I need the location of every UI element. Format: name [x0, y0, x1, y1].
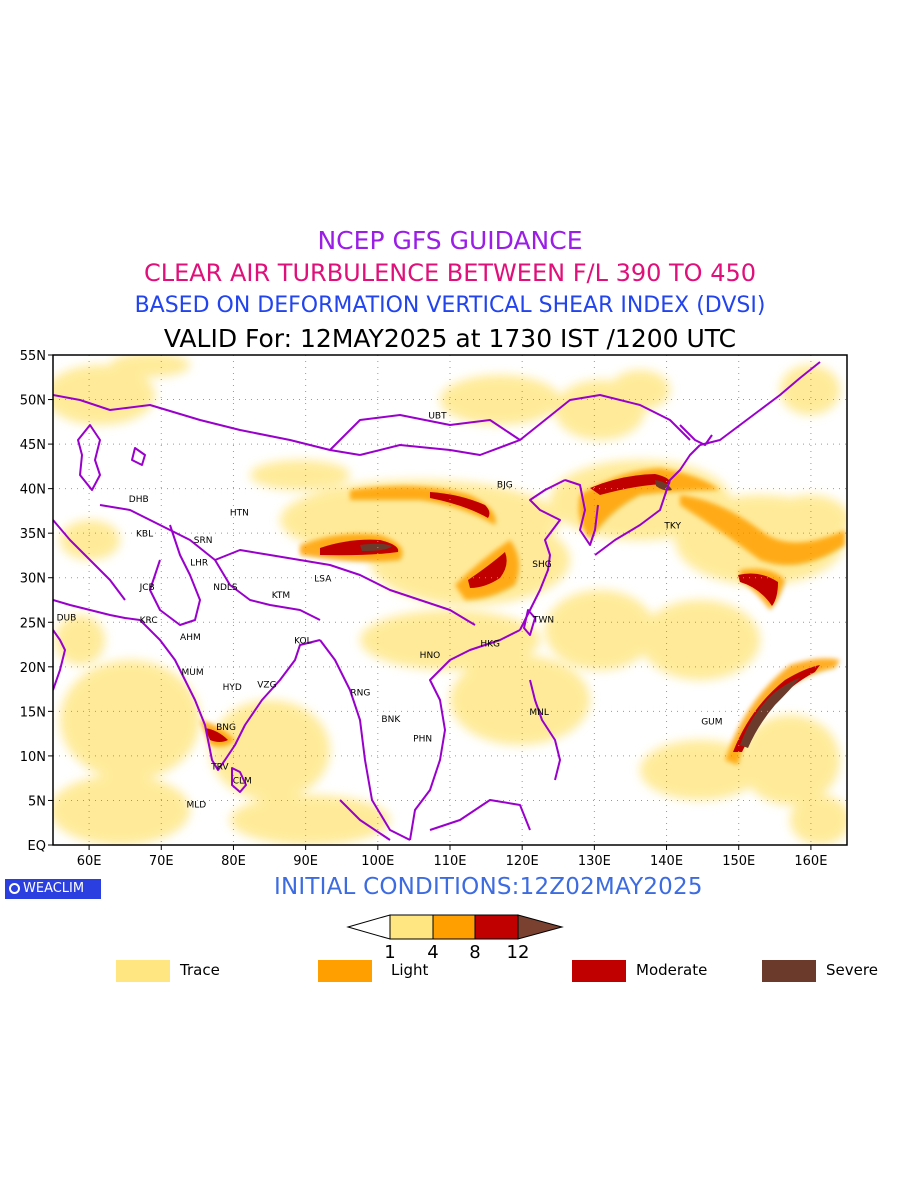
station-label-srn: SRN — [194, 536, 213, 546]
lon-tick-label: 140E — [650, 854, 683, 869]
colorbar-high-arrow — [517, 914, 564, 940]
turbulence-field — [53, 355, 847, 845]
lat-tick-label: 20N — [20, 661, 46, 676]
lon-tick-label: 90E — [293, 854, 318, 869]
station-label-gum: GUM — [701, 718, 722, 728]
colorbar: 1 4 8 12 — [346, 914, 564, 963]
coastlines-and-borders — [53, 361, 821, 841]
legend-swatch — [762, 960, 816, 982]
station-label-ahm: AHM — [180, 633, 201, 643]
station-label-hyd: HYD — [223, 683, 242, 693]
station-label-ktm: KTM — [272, 591, 290, 601]
lat-tick-label: 25N — [20, 616, 46, 631]
axes: 60E 70E 80E 90E 100E 110E 120E 130E 140E 150E 160E… — [20, 349, 828, 869]
lat-tick-label: 30N — [20, 572, 46, 587]
lon-tick-label: 100E — [361, 854, 394, 869]
trace-areas — [53, 355, 847, 845]
station-label-shg: SHG — [532, 560, 551, 570]
colorbar-level-label: 8 — [469, 942, 480, 963]
lon-tick-label: 120E — [506, 854, 539, 869]
station-label-kbl: KBL — [136, 530, 153, 540]
station-label-mum: MUM — [181, 668, 203, 678]
lat-tick-label: 50N — [20, 394, 46, 409]
colorbar-level-label: 1 — [384, 942, 395, 963]
lon-tick-label: 70E — [149, 854, 174, 869]
legend-swatch — [116, 960, 170, 982]
station-label-bng: BNG — [216, 723, 236, 733]
station-label-tky: TKY — [663, 522, 681, 532]
station-label-ndls: NDLS — [213, 583, 238, 593]
colorbar-level-label: 4 — [427, 942, 438, 963]
weaclim-logo: WEACLIM — [5, 879, 101, 899]
station-label-rng: RNG — [350, 688, 370, 698]
legend-label: Moderate — [636, 961, 708, 979]
station-label-trv: TRV — [210, 762, 229, 772]
lat-tick-label: 45N — [20, 438, 46, 453]
colorbar-bin-3 — [474, 914, 519, 940]
title-model: NCEP GFS GUIDANCE — [317, 226, 583, 255]
lat-tick-label: 10N — [20, 750, 46, 765]
lat-tick-label: 5N — [28, 794, 46, 809]
station-label-mnl: MNL — [529, 708, 549, 718]
station-label-bjg: BJG — [497, 481, 513, 491]
logo-ring-icon — [9, 883, 20, 894]
lon-tick-label: 60E — [77, 854, 102, 869]
lon-tick-label: 150E — [722, 854, 755, 869]
logo-text: WEACLIM — [23, 881, 85, 896]
station-label-hkg: HKG — [480, 639, 500, 649]
title-valid-time: VALID For: 12MAY2025 at 1730 IST /1200 U… — [163, 324, 737, 353]
station-label-hno: HNO — [420, 651, 441, 661]
station-label-vzg: VZG — [257, 680, 276, 690]
station-label-clm: CLM — [233, 777, 252, 787]
colorbar-bin-1 — [389, 914, 434, 940]
legend-label: Light — [391, 961, 429, 979]
station-label-kol: KOL — [294, 637, 312, 647]
lat-tick-label: 55N — [20, 349, 46, 364]
station-labels: UBT BJG DHB HTN KBL SRN LHR TKY SHG LSA JCB NDLS KTM… — [57, 411, 723, 810]
station-label-dub: DUB — [57, 613, 77, 623]
colorbar-low-arrow — [346, 914, 391, 940]
station-label-mld: MLD — [187, 801, 207, 811]
legend-swatch — [572, 960, 626, 982]
colorbar-bin-2 — [432, 914, 476, 940]
station-label-bnk: BNK — [381, 715, 401, 725]
station-label-htn: HTN — [230, 508, 249, 518]
station-label-lsa: LSA — [314, 574, 332, 584]
legend-swatch — [318, 960, 372, 982]
lat-tick-label: 35N — [20, 527, 46, 542]
lat-tick-label: 40N — [20, 483, 46, 498]
legend-label: Severe — [826, 961, 878, 979]
lon-tick-label: 80E — [221, 854, 246, 869]
lon-tick-label: 160E — [794, 854, 827, 869]
initial-conditions: INITIAL CONDITIONS:12Z02MAY2025 — [274, 874, 703, 900]
legend-label: Trace — [180, 961, 220, 979]
station-label-krc: KRC — [140, 616, 158, 626]
lat-tick-label: 15N — [20, 705, 46, 720]
station-label-phn: PHN — [413, 735, 432, 745]
lat-tick-label: EQ — [28, 839, 46, 854]
lon-tick-label: 110E — [433, 854, 466, 869]
title-method: BASED ON DEFORMATION VERTICAL SHEAR INDE… — [134, 293, 766, 318]
station-label-ubt: UBT — [428, 411, 447, 421]
title-parameter: CLEAR AIR TURBULENCE BETWEEN F/L 390 TO … — [143, 259, 757, 287]
station-label-twn: TWN — [532, 615, 554, 625]
station-label-jcb: JCB — [139, 583, 155, 593]
station-label-dhb: DHB — [129, 495, 149, 505]
colorbar-level-label: 12 — [507, 942, 530, 963]
station-label-lhr: LHR — [190, 558, 208, 568]
lon-tick-label: 130E — [578, 854, 611, 869]
